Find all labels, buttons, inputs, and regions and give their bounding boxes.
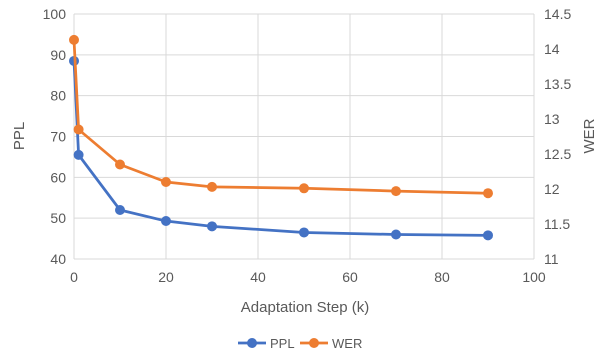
y2-tick-label: 13 <box>544 111 560 127</box>
y-axis-title: PPL <box>11 122 28 150</box>
x-tick-label: 80 <box>434 269 450 285</box>
y2-tick-label: 14.5 <box>544 6 571 22</box>
y-tick-label: 50 <box>50 210 66 226</box>
data-point-wer <box>73 124 84 135</box>
x-tick-label: 100 <box>522 269 546 285</box>
y-tick-label: 60 <box>50 169 66 185</box>
legend-label: PPL <box>270 336 295 351</box>
data-point-wer <box>69 34 79 45</box>
data-point-wer <box>161 177 171 187</box>
legend-item-ppl: PPL <box>238 336 295 351</box>
y2-tick-label: 12.5 <box>544 146 571 162</box>
y-tick-label: 40 <box>50 251 66 267</box>
legend-swatch-marker <box>247 338 257 348</box>
x-tick-label: 20 <box>158 269 174 285</box>
data-point-wer <box>207 181 217 192</box>
data-point-ppl <box>299 227 309 238</box>
legend-label: WER <box>332 336 362 351</box>
y2-axis-title: WER <box>581 118 598 153</box>
series-wer <box>69 34 493 199</box>
data-point-ppl <box>161 216 171 227</box>
x-tick-label: 0 <box>70 269 78 285</box>
y-tick-label: 80 <box>50 88 66 104</box>
y2-tick-label: 11 <box>544 251 559 267</box>
y2-tick-label: 14 <box>544 41 560 57</box>
y-tick-label: 70 <box>50 129 66 145</box>
gridlines <box>73 13 535 260</box>
legend-swatch-marker <box>309 338 319 348</box>
series-line-wer <box>72 39 489 195</box>
data-point-wer <box>391 186 401 197</box>
legend: PPL WER <box>238 336 362 351</box>
x-tick-label: 60 <box>342 269 358 285</box>
data-point-ppl <box>391 229 401 240</box>
data-point-ppl <box>207 221 217 232</box>
axes: 40 50 60 70 80 90 100 0 20 40 60 80 100 11 11.5 12 12.5 1… <box>43 6 572 285</box>
y2-tick-label: 12 <box>544 181 560 197</box>
data-point-ppl <box>115 205 125 215</box>
data-point-wer <box>483 188 493 199</box>
data-point-ppl <box>483 230 493 241</box>
series-lines <box>69 34 493 241</box>
y2-tick-label: 13.5 <box>544 76 571 92</box>
series-ppl <box>69 55 493 241</box>
data-point-wer <box>115 159 125 170</box>
x-tick-label: 40 <box>250 269 266 285</box>
y-tick-label: 100 <box>43 6 67 22</box>
y-tick-label: 90 <box>50 47 66 63</box>
legend-item-wer: WER <box>300 336 362 351</box>
x-axis-title: Adaptation Step (k) <box>241 299 369 316</box>
series-line-ppl <box>72 60 489 237</box>
y2-tick-label: 11.5 <box>544 216 570 232</box>
data-point-wer <box>299 183 309 194</box>
data-point-ppl <box>73 149 84 160</box>
